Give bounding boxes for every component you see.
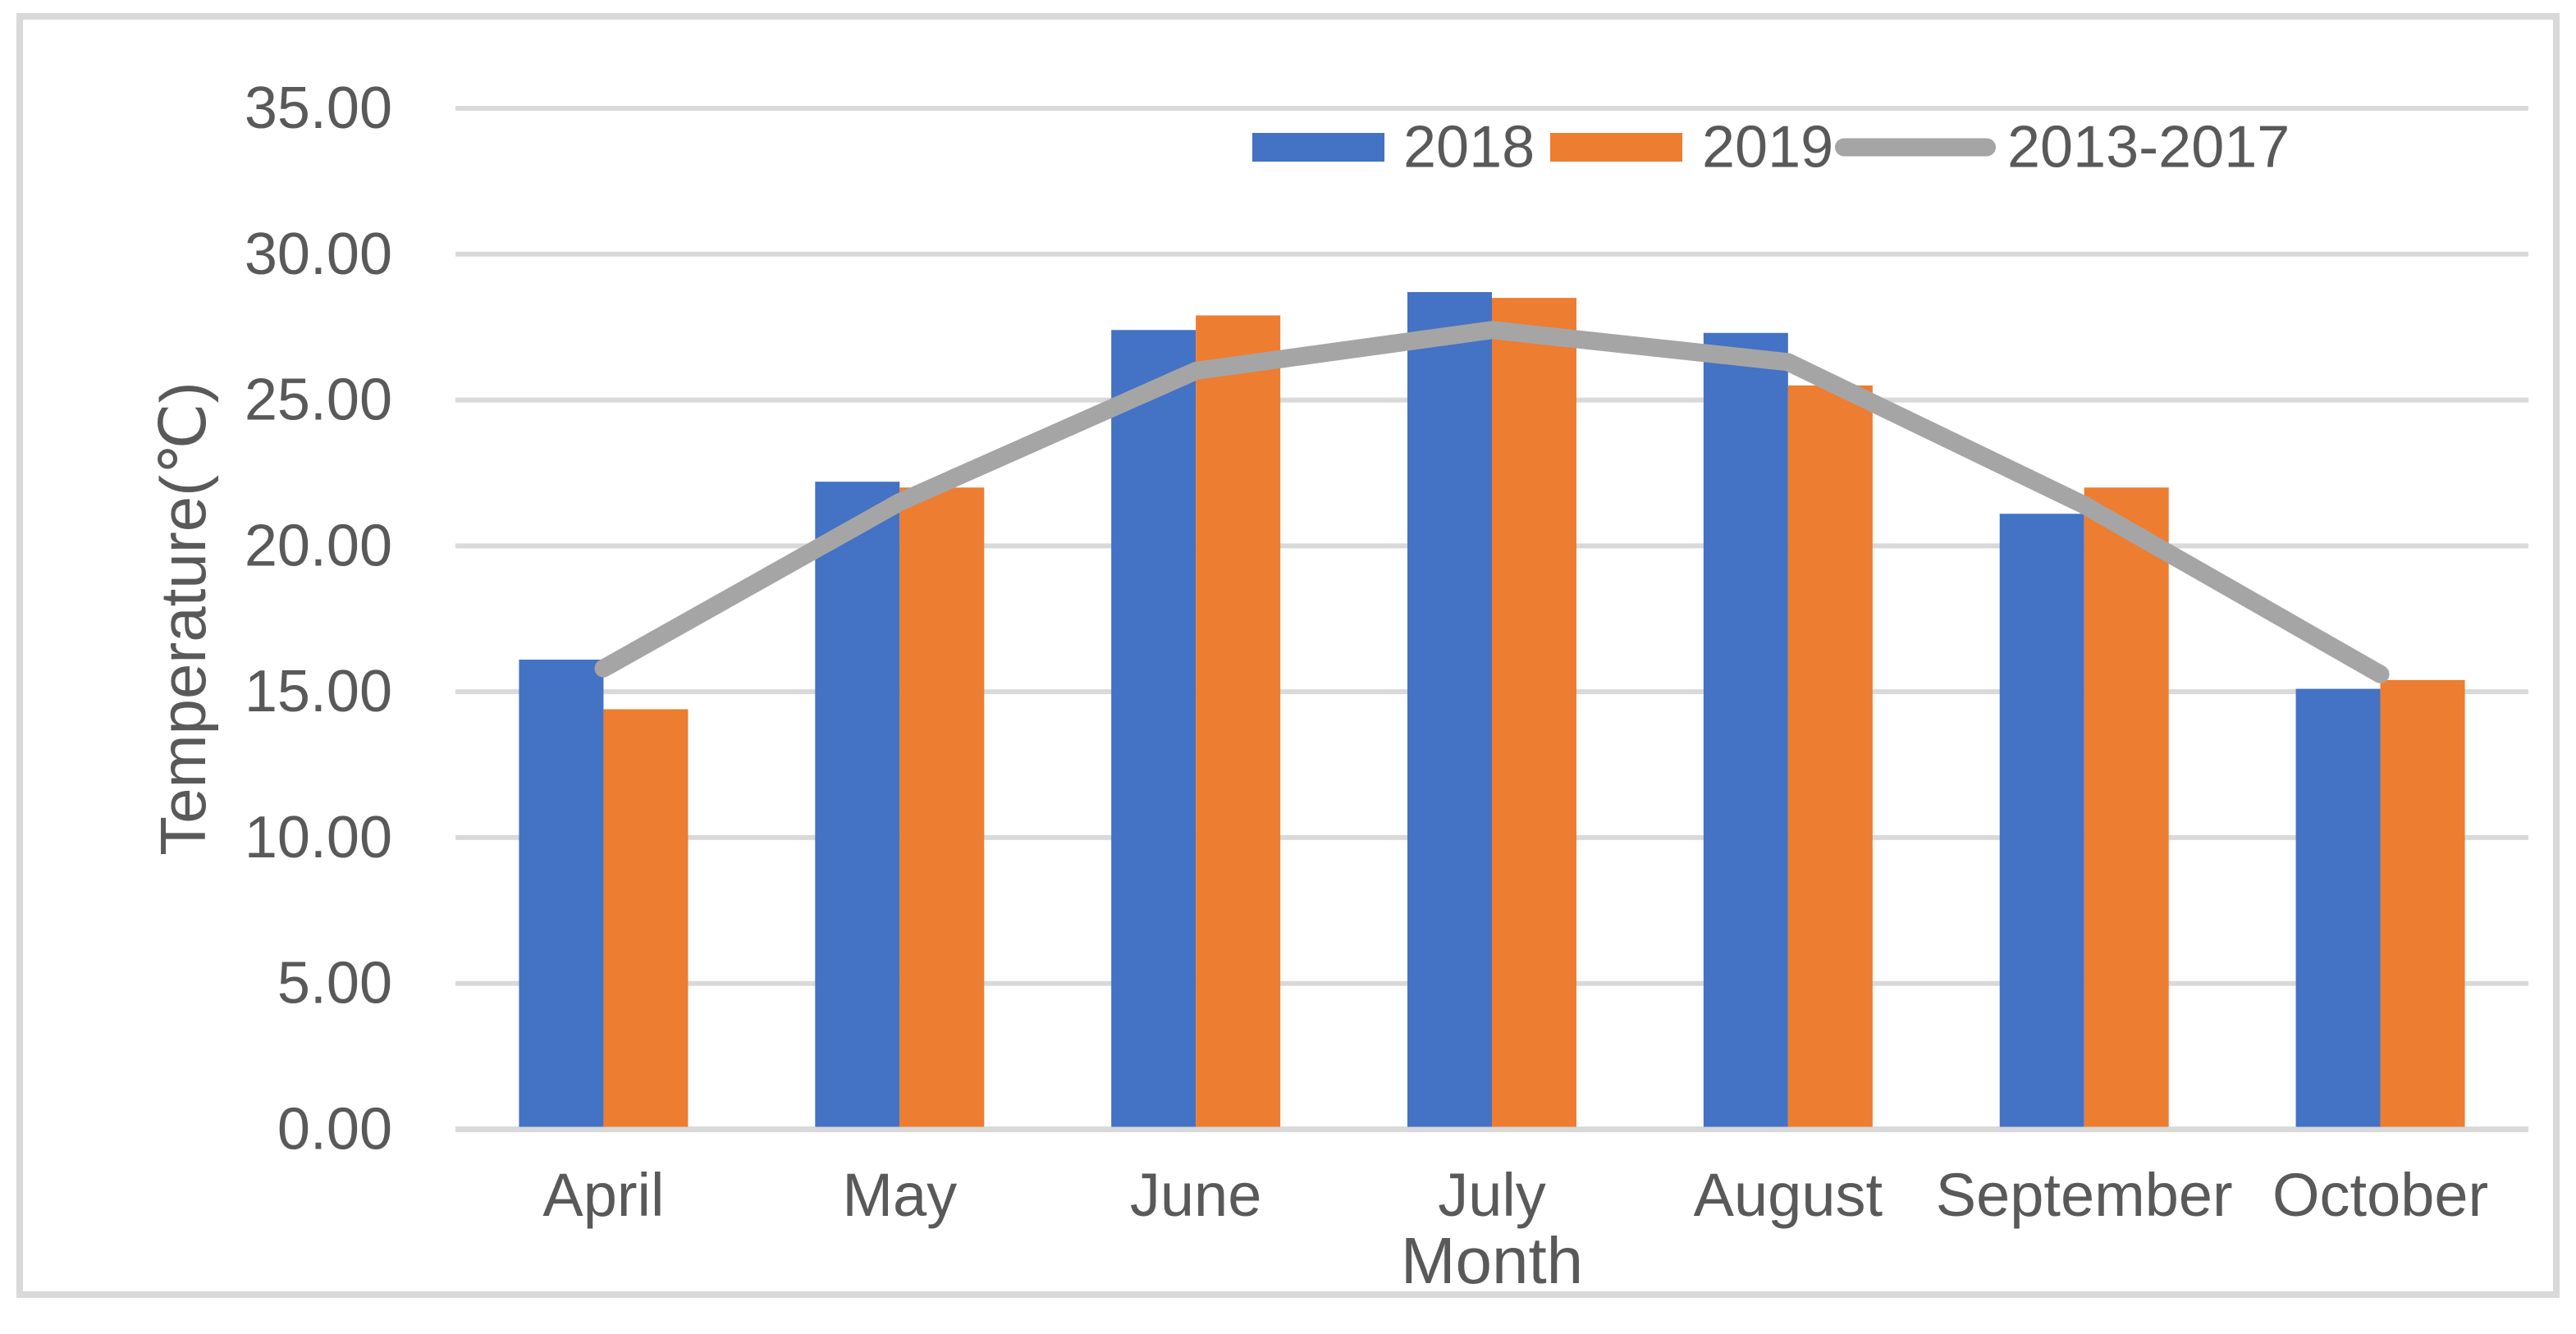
bar-2018-october — [2295, 688, 2381, 1127]
x-label-october: October — [2272, 1161, 2488, 1229]
x-label-september: September — [1936, 1161, 2233, 1229]
bar-2018-july — [1407, 292, 1492, 1127]
bar-2018-june — [1111, 330, 1196, 1127]
bar-2019-august — [1787, 385, 1873, 1127]
legend-label-2018: 2018 — [1403, 115, 1535, 180]
bar-2019-june — [1196, 315, 1281, 1127]
x-label-may: May — [842, 1161, 957, 1229]
x-label-june: June — [1130, 1161, 1261, 1229]
bar-2019-april — [603, 709, 689, 1127]
bar-2018-april — [519, 660, 604, 1127]
legend-label-2013-2017: 2013-2017 — [2007, 115, 2290, 180]
bar-2019-july — [1492, 298, 1576, 1127]
y-axis-title: Temperature(℃) — [147, 381, 219, 855]
bar-2018-may — [815, 482, 900, 1127]
bar-2018-august — [1703, 332, 1788, 1127]
y-tick-label: 5.00 — [277, 951, 392, 1016]
bar-2019-october — [2380, 679, 2465, 1127]
y-tick-label: 25.00 — [245, 368, 392, 433]
line-2013-2017 — [594, 321, 2390, 683]
x-label-april: April — [542, 1161, 664, 1229]
bar-2019-may — [899, 487, 985, 1127]
legend-swatch-2018 — [1252, 133, 1384, 162]
y-tick-label: 0.00 — [277, 1097, 392, 1163]
temperature-chart: 0.00 5.00 10.00 15.00 20.00 25.00 30.00 35.00 Ap… — [147, 75, 2528, 1297]
chart-frame: 0.00 5.00 10.00 15.00 20.00 25.00 30.00 35.00 Ap… — [16, 13, 2560, 1298]
x-label-august: August — [1694, 1161, 1883, 1229]
x-label-july: July — [1438, 1161, 1546, 1229]
bar-2019-september — [2084, 487, 2169, 1127]
legend-label-2019: 2019 — [1702, 115, 1833, 180]
y-tick-label: 30.00 — [245, 222, 392, 287]
legend-swatch-2019 — [1550, 133, 1682, 162]
y-tick-label: 15.00 — [245, 659, 392, 724]
y-tick-label: 35.00 — [245, 75, 392, 141]
bar-2018-september — [1999, 514, 2084, 1127]
y-tick-label: 10.00 — [245, 805, 392, 870]
x-axis-title: Month — [1401, 1224, 1583, 1297]
y-tick-label: 20.00 — [245, 513, 392, 578]
